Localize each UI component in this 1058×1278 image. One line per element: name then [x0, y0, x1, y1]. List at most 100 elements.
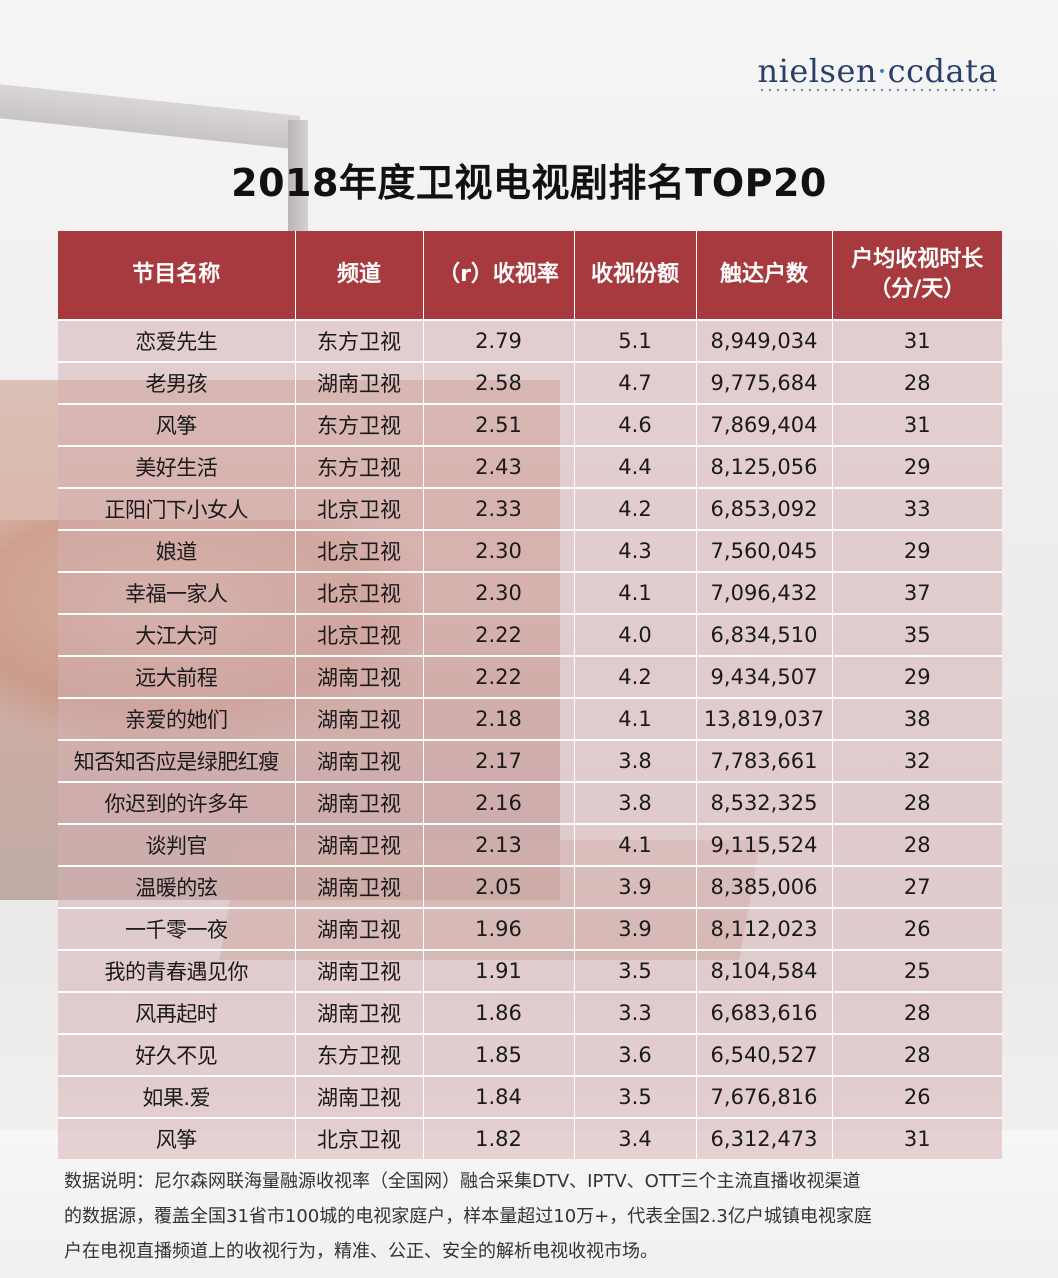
cell-channel: 湖南卫视 [294, 697, 423, 740]
cell-avg-time: 31 [831, 403, 1002, 446]
cell-channel: 北京卫视 [294, 529, 423, 572]
cell-rating: 1.86 [422, 991, 574, 1034]
cell-avg-time: 32 [831, 739, 1002, 782]
header-label: 节目名称 [132, 262, 221, 287]
cell-reach: 9,775,684 [695, 361, 832, 404]
cell-program-name: 正阳门下小女人 [58, 487, 295, 530]
cell-reach: 8,949,034 [695, 319, 832, 362]
cell-program-name: 恋爱先生 [58, 319, 295, 362]
header-share: 收视份额 [573, 231, 696, 320]
header-avg-time: 户均收视时长 （分/天） [831, 231, 1002, 320]
note-line: 户在电视直播频道上的收视行为，精准、公正、安全的解析电视收视市场。 [64, 1241, 658, 1262]
table-row: 老男孩 湖南卫视 2.58 4.7 9,775,684 28 [58, 361, 1002, 404]
cell-program-name: 知否知否应是绿肥红瘦 [58, 739, 295, 782]
header-label: （r）收视率 [438, 262, 559, 287]
cell-reach: 6,853,092 [695, 487, 832, 530]
cell-reach: 7,676,816 [695, 1075, 832, 1118]
cell-program-name: 老男孩 [58, 361, 295, 404]
cell-program-name: 美好生活 [58, 445, 295, 488]
table-row: 大江大河 北京卫视 2.22 4.0 6,834,510 35 [58, 613, 1002, 656]
cell-rating: 2.43 [422, 445, 574, 488]
cell-rating: 2.05 [422, 865, 574, 908]
cell-reach: 9,434,507 [695, 655, 832, 698]
table-row: 正阳门下小女人 北京卫视 2.33 4.2 6,853,092 33 [58, 487, 1002, 530]
table-row: 知否知否应是绿肥红瘦 湖南卫视 2.17 3.8 7,783,661 32 [58, 739, 1002, 782]
note-line: 的数据源，覆盖全国31省市100城的电视家庭户，样本量超过10万+，代表全国2.… [64, 1206, 872, 1227]
cell-reach: 8,112,023 [695, 907, 832, 950]
cell-share: 3.6 [573, 1033, 696, 1076]
cell-avg-time: 38 [831, 697, 1002, 740]
cell-rating: 1.85 [422, 1033, 574, 1076]
cell-share: 3.4 [573, 1117, 696, 1159]
table-row: 亲爱的她们 湖南卫视 2.18 4.1 13,819,037 38 [58, 697, 1002, 740]
table-row: 远大前程 湖南卫视 2.22 4.2 9,434,507 29 [58, 655, 1002, 698]
cell-channel: 湖南卫视 [294, 781, 423, 824]
cell-share: 3.9 [573, 865, 696, 908]
cell-reach: 8,104,584 [695, 949, 832, 992]
cell-channel: 东方卫视 [294, 403, 423, 446]
logo-prefix: nielsen [757, 52, 877, 90]
cell-program-name: 一千零一夜 [58, 907, 295, 950]
table-row: 娘道 北京卫视 2.30 4.3 7,560,045 29 [58, 529, 1002, 572]
cell-program-name: 远大前程 [58, 655, 295, 698]
cell-avg-time: 29 [831, 445, 1002, 488]
cell-reach: 7,096,432 [695, 571, 832, 614]
table-row: 你迟到的许多年 湖南卫视 2.16 3.8 8,532,325 28 [58, 781, 1002, 824]
cell-program-name: 我的青春遇见你 [58, 949, 295, 992]
cell-reach: 7,783,661 [695, 739, 832, 782]
cell-avg-time: 25 [831, 949, 1002, 992]
cell-avg-time: 28 [831, 361, 1002, 404]
header-program-name: 节目名称 [58, 231, 295, 320]
cell-reach: 6,683,616 [695, 991, 832, 1034]
cell-reach: 7,869,404 [695, 403, 832, 446]
cell-rating: 2.58 [422, 361, 574, 404]
cell-share: 4.1 [573, 571, 696, 614]
cell-rating: 2.79 [422, 319, 574, 362]
header-label: 触达户数 [719, 262, 808, 287]
cell-rating: 2.30 [422, 529, 574, 572]
cell-share: 3.9 [573, 907, 696, 950]
cell-share: 4.7 [573, 361, 696, 404]
cell-reach: 6,312,473 [695, 1117, 832, 1159]
cell-share: 3.8 [573, 781, 696, 824]
cell-reach: 9,115,524 [695, 823, 832, 866]
cell-rating: 2.51 [422, 403, 574, 446]
cell-program-name: 亲爱的她们 [58, 697, 295, 740]
logo-dotted-underline [758, 88, 998, 92]
header-rating: （r）收视率 [422, 231, 574, 320]
cell-channel: 湖南卫视 [294, 361, 423, 404]
cell-rating: 2.16 [422, 781, 574, 824]
cell-channel: 湖南卫视 [294, 949, 423, 992]
header-label: 频道 [336, 262, 381, 287]
cell-share: 4.2 [573, 487, 696, 530]
cell-rating: 1.91 [422, 949, 574, 992]
cell-program-name: 如果.爱 [58, 1075, 295, 1118]
cell-rating: 1.84 [422, 1075, 574, 1118]
table-header-row: 节目名称 频道 （r）收视率 收视份额 触达户数 户均收视时长 （分/天） [58, 231, 1002, 320]
cell-channel: 北京卫视 [294, 613, 423, 656]
cell-share: 4.0 [573, 613, 696, 656]
cell-share: 5.1 [573, 319, 696, 362]
cell-reach: 7,560,045 [695, 529, 832, 572]
cell-channel: 湖南卫视 [294, 739, 423, 782]
table-row: 温暖的弦 湖南卫视 2.05 3.9 8,385,006 27 [58, 865, 1002, 908]
cell-channel: 北京卫视 [294, 571, 423, 614]
cell-share: 4.1 [573, 697, 696, 740]
cell-rating: 2.33 [422, 487, 574, 530]
cell-reach: 8,532,325 [695, 781, 832, 824]
cell-avg-time: 28 [831, 991, 1002, 1034]
cell-share: 4.3 [573, 529, 696, 572]
table-row: 风筝 北京卫视 1.82 3.4 6,312,473 31 [58, 1117, 1002, 1159]
table-row: 谈判官 湖南卫视 2.13 4.1 9,115,524 28 [58, 823, 1002, 866]
header-label-unit: （分/天） [869, 277, 966, 302]
table-body: 恋爱先生 东方卫视 2.79 5.1 8,949,034 31 老男孩 湖南卫视 2.58 4.7… [58, 319, 1002, 1159]
cell-avg-time: 27 [831, 865, 1002, 908]
cell-reach: 8,385,006 [695, 865, 832, 908]
cell-avg-time: 28 [831, 781, 1002, 824]
cell-rating: 2.13 [422, 823, 574, 866]
cell-share: 4.2 [573, 655, 696, 698]
cell-program-name: 风再起时 [58, 991, 295, 1034]
cell-avg-time: 28 [831, 1033, 1002, 1076]
header-label: 收视份额 [590, 262, 679, 287]
table-row: 幸福一家人 北京卫视 2.30 4.1 7,096,432 37 [58, 571, 1002, 614]
